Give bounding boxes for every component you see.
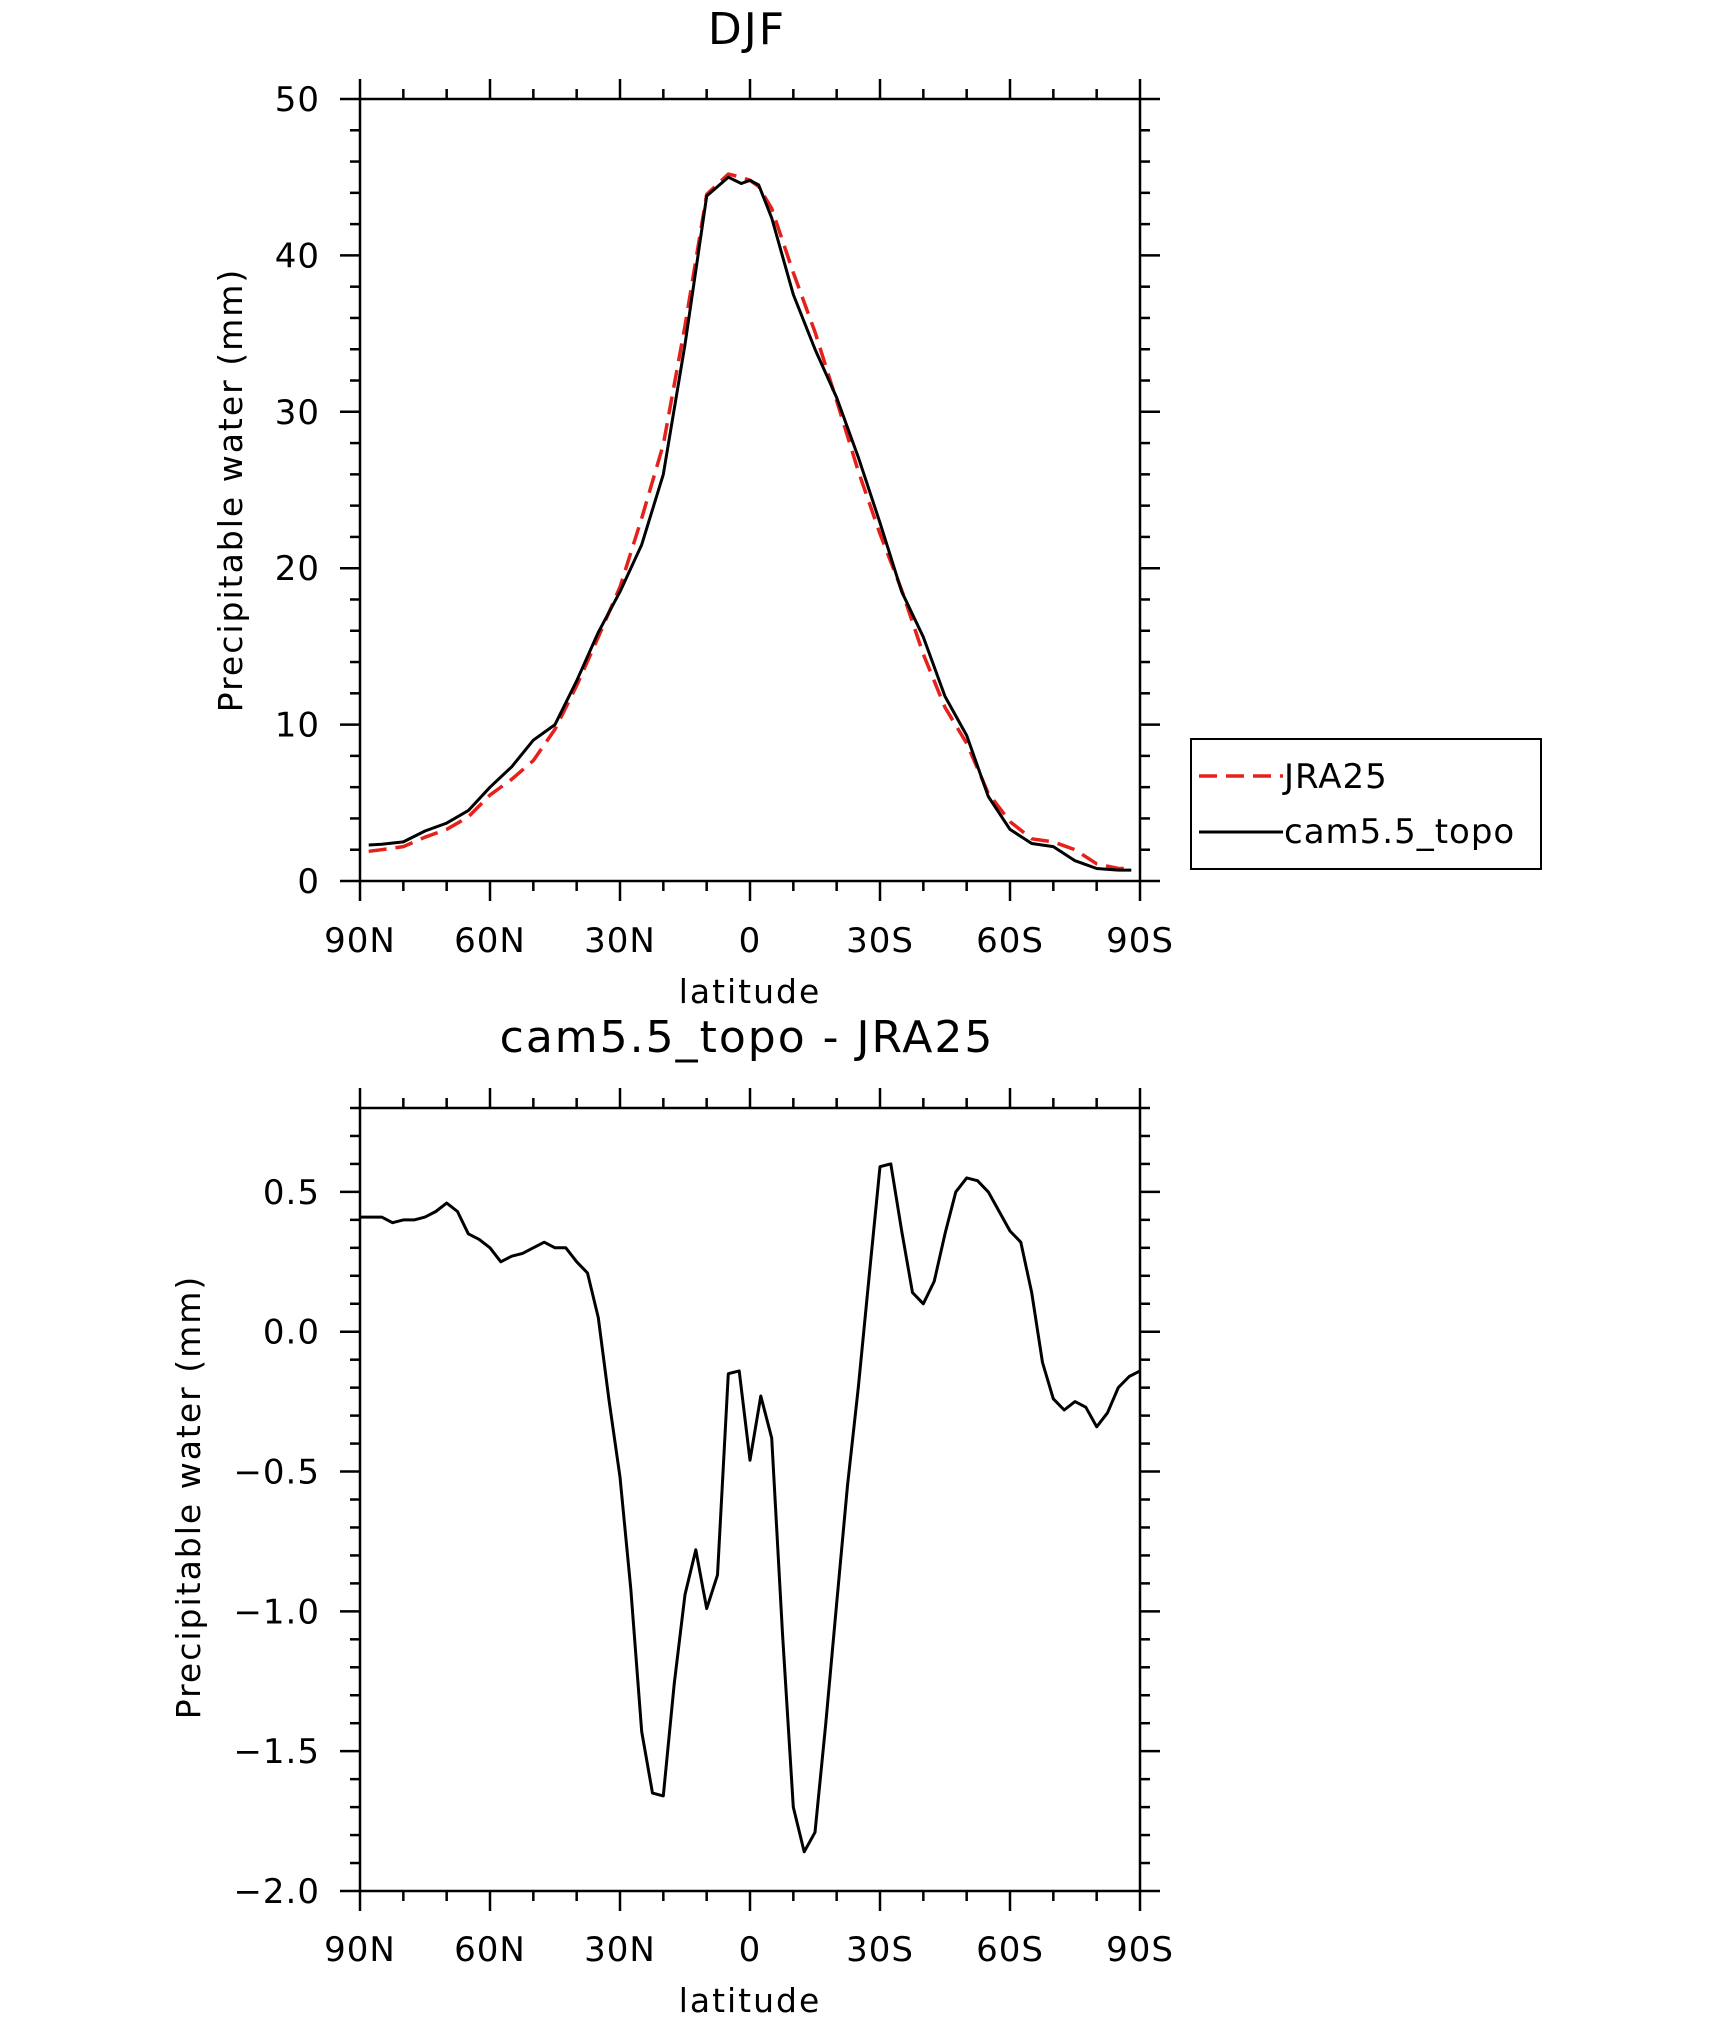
y-tick-label: 0.5 [263,1173,320,1213]
y-tick-label: 10 [275,706,320,746]
chart-title: cam5.5_topo - JRA25 [500,1012,995,1063]
series-layer [368,172,1132,872]
x-tick-label: 0 [739,921,762,961]
series-line-jra25 [368,172,1132,871]
x-tick-label: 90N [324,1930,396,1970]
tick-layer [340,1088,1160,1911]
x-tick-label: 0 [739,1930,762,1970]
plot-frame [358,97,1142,883]
panel-difference: cam5.5_topo - JRA25 −2.0 −1.5 −1.0 −0.5 0.0 0… [169,1012,1174,2020]
x-axis-label: latitude [679,1981,822,2020]
legend-label-cam55: cam5.5_topo [1284,812,1515,852]
y-tick-labels: 0 10 20 30 40 50 [275,80,320,902]
series-line-cam5-5-topo [368,175,1132,872]
y-tick-label: 50 [275,80,320,120]
y-tick-label: 0 [297,862,320,902]
y-tick-labels: −2.0 −1.5 −1.0 −0.5 0.0 0.5 [233,1173,320,1912]
y-tick-label: 20 [275,549,320,589]
series-layer [360,1162,1141,1854]
y-tick-label: 40 [275,236,320,276]
legend-box [1190,738,1542,870]
chart-title: DJF [708,4,786,55]
tick-layer [340,79,1160,901]
legend: JRA25 cam5.5_topo [1190,738,1542,870]
y-tick-label: 0.0 [263,1313,320,1353]
x-axis-label: latitude [679,972,822,1011]
x-tick-label: 30S [846,1930,914,1970]
x-tick-label: 90S [1106,921,1174,961]
series-line-difference [360,1162,1141,1854]
plot-frame [358,1106,1142,1893]
x-tick-label: 90S [1106,1930,1174,1970]
x-tick-labels: 90N 60N 30N 0 30S 60S 90S [324,1930,1174,1970]
legend-label-jra25: JRA25 [1282,757,1388,797]
x-tick-label: 30S [846,921,914,961]
y-tick-label: 30 [275,393,320,433]
x-tick-labels: 90N 60N 30N 0 30S 60S 90S [324,921,1174,961]
x-tick-label: 90N [324,921,396,961]
y-tick-label: −1.0 [233,1592,320,1632]
y-axis-label: Precipitable water (mm) [211,268,250,713]
x-tick-label: 60S [976,1930,1044,1970]
y-tick-label: −2.0 [233,1872,320,1912]
y-tick-label: −1.5 [233,1732,320,1772]
y-tick-label: −0.5 [233,1453,320,1493]
panel-djf: DJF 0 10 20 30 40 50 90N 60N 30N 0 30S 60S 90S Prec… [211,4,1542,1011]
x-tick-label: 30N [584,1930,656,1970]
x-tick-label: 30N [584,921,656,961]
y-axis-label: Precipitable water (mm) [169,1275,208,1720]
x-tick-label: 60N [454,921,526,961]
x-tick-label: 60N [454,1930,526,1970]
x-tick-label: 60S [976,921,1044,961]
